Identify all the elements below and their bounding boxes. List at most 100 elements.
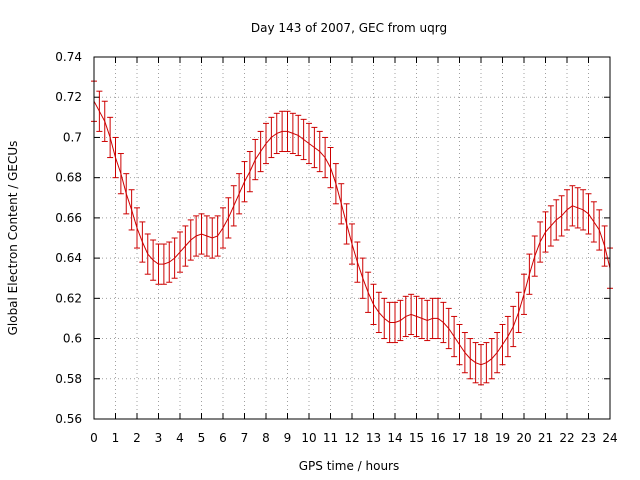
error-bar bbox=[418, 297, 425, 340]
error-bar bbox=[574, 187, 581, 229]
error-bar bbox=[531, 235, 538, 277]
error-bar bbox=[322, 136, 329, 179]
x-tick-labels: 0 1 2 3 4 5 6 7 8 9 10 11 12 13 14 15 16 17 18 19 20 21 22 23 24 bbox=[90, 431, 617, 445]
x-tick-label: 5 bbox=[198, 431, 206, 445]
error-bar bbox=[263, 122, 269, 165]
error-bar bbox=[456, 323, 463, 366]
x-tick-label: 1 bbox=[112, 431, 120, 445]
error-bar bbox=[580, 189, 587, 231]
error-bar bbox=[273, 112, 280, 155]
error-bar bbox=[150, 239, 157, 281]
error-bar bbox=[289, 112, 296, 155]
error-bar bbox=[246, 151, 253, 193]
error-bar bbox=[112, 136, 119, 179]
error-bar bbox=[392, 301, 398, 344]
error-bar bbox=[236, 173, 243, 215]
error-bar bbox=[435, 297, 441, 340]
error-bar bbox=[177, 231, 183, 273]
error-bar bbox=[569, 185, 576, 227]
error-bar bbox=[252, 138, 259, 181]
error-bar bbox=[300, 118, 307, 161]
y-tick-label: 0.68 bbox=[55, 171, 82, 185]
x-tick-label: 8 bbox=[262, 431, 270, 445]
y-tick-label: 0.6 bbox=[63, 332, 82, 346]
x-tick-label: 9 bbox=[284, 431, 292, 445]
error-bar bbox=[585, 193, 592, 235]
error-bar bbox=[402, 295, 409, 338]
error-bar bbox=[558, 195, 565, 237]
error-bar bbox=[117, 153, 124, 195]
x-tick-label: 4 bbox=[176, 431, 184, 445]
error-bar bbox=[354, 241, 361, 283]
error-bar bbox=[461, 332, 468, 374]
x-tick-label: 20 bbox=[516, 431, 531, 445]
x-tick-label: 7 bbox=[241, 431, 249, 445]
error-bar bbox=[553, 199, 560, 241]
error-bar bbox=[408, 293, 415, 336]
error-bar bbox=[526, 253, 533, 295]
error-bar bbox=[214, 215, 221, 257]
error-bar bbox=[590, 201, 597, 243]
plot-frame bbox=[93, 56, 611, 420]
y-tick-label: 0.56 bbox=[55, 412, 82, 426]
error-bar bbox=[295, 114, 302, 157]
error-bar bbox=[375, 291, 382, 334]
error-bar bbox=[96, 90, 103, 132]
error-bar bbox=[327, 147, 334, 189]
x-tick-label: 2 bbox=[133, 431, 141, 445]
error-bar bbox=[101, 100, 108, 142]
x-tick-label: 0 bbox=[90, 431, 98, 445]
error-bar bbox=[123, 173, 130, 215]
error-bar bbox=[144, 233, 151, 275]
error-bar bbox=[139, 221, 146, 263]
chart-title: Day 143 of 2007, GEC from uqrg bbox=[251, 21, 447, 35]
x-tick-label: 24 bbox=[602, 431, 617, 445]
error-bar bbox=[601, 225, 608, 267]
error-bar bbox=[504, 315, 511, 358]
x-tick-label: 6 bbox=[219, 431, 227, 445]
error-bar bbox=[451, 315, 458, 358]
x-tick-label: 16 bbox=[430, 431, 445, 445]
y-tick-label: 0.74 bbox=[55, 50, 82, 64]
error-bar bbox=[284, 110, 291, 153]
error-bar bbox=[521, 273, 527, 315]
x-tick-label: 13 bbox=[366, 431, 381, 445]
error-bar bbox=[193, 215, 200, 257]
error-bar bbox=[338, 183, 345, 225]
error-bar bbox=[171, 237, 178, 279]
x-tick-label: 12 bbox=[344, 431, 359, 445]
x-tick-label: 3 bbox=[155, 431, 163, 445]
x-axis-label: GPS time / hours bbox=[299, 459, 400, 473]
error-bar bbox=[596, 209, 603, 251]
error-bar bbox=[311, 126, 318, 169]
y-axis-label: Global Electron Content / GECUs bbox=[6, 141, 20, 336]
y-tick-label: 0.58 bbox=[55, 372, 82, 386]
error-bar bbox=[343, 203, 350, 245]
error-bar bbox=[316, 130, 323, 173]
error-bar bbox=[220, 207, 226, 249]
y-tick-label: 0.62 bbox=[55, 291, 82, 305]
error-bar bbox=[510, 305, 517, 348]
error-bar bbox=[306, 122, 312, 165]
error-bar bbox=[187, 219, 194, 261]
error-bar bbox=[349, 223, 355, 265]
error-bar bbox=[499, 323, 506, 366]
x-tick-label: 11 bbox=[323, 431, 338, 445]
error-bar bbox=[483, 342, 490, 384]
error-bar bbox=[413, 295, 420, 338]
error-bar bbox=[332, 163, 339, 205]
error-bar bbox=[134, 207, 140, 249]
error-bar bbox=[268, 116, 275, 159]
x-tick-label: 18 bbox=[473, 431, 488, 445]
error-bar bbox=[359, 257, 366, 299]
error-bar bbox=[241, 161, 248, 203]
error-bar bbox=[381, 297, 388, 340]
error-bar bbox=[440, 301, 447, 344]
error-bar bbox=[494, 332, 501, 374]
error-bar bbox=[107, 116, 114, 159]
x-tick-label: 15 bbox=[409, 431, 424, 445]
error-bar bbox=[155, 243, 162, 285]
error-bar bbox=[370, 283, 377, 325]
error-bar bbox=[537, 221, 544, 263]
